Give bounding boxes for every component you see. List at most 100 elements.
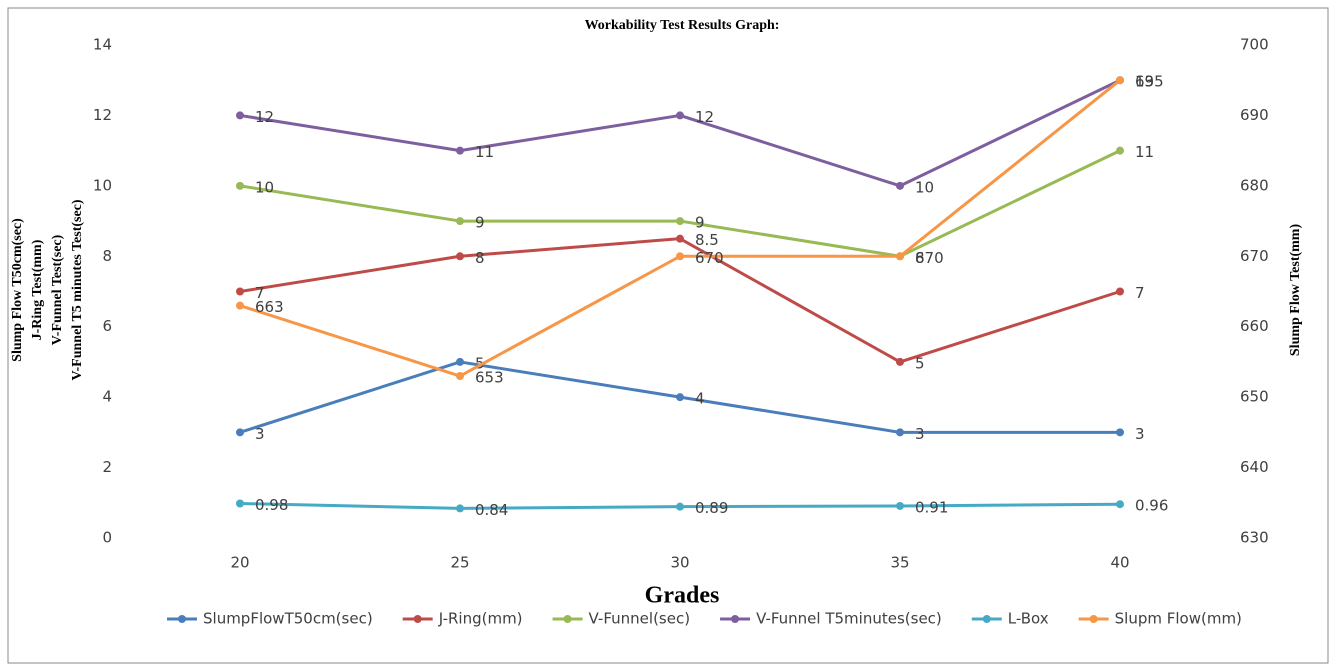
- data-label: 3: [1135, 425, 1145, 443]
- y-tick-label: 4: [102, 388, 112, 406]
- data-point: [456, 357, 464, 366]
- data-label: 7: [1135, 284, 1145, 302]
- data-label: 0.89: [695, 499, 728, 517]
- data-point: [896, 428, 904, 437]
- data-label: 11: [1135, 143, 1154, 161]
- data-label: 12: [255, 108, 274, 126]
- data-point: [236, 181, 244, 190]
- y2-tick-label: 660: [1240, 317, 1269, 335]
- y2-tick-label: 630: [1240, 529, 1269, 547]
- y2-tick-label: 670: [1240, 247, 1269, 265]
- y2-tick-label: 640: [1240, 458, 1269, 476]
- data-label: 670: [695, 249, 724, 267]
- y-tick-label: 0: [102, 529, 112, 547]
- y-tick-label: 14: [93, 36, 112, 54]
- data-point: [236, 287, 244, 296]
- y2-tick-label: 680: [1240, 176, 1269, 194]
- data-point: [1116, 500, 1124, 509]
- data-label: 12: [695, 108, 714, 126]
- data-label: 0.84: [475, 501, 508, 519]
- data-point: [896, 252, 904, 261]
- data-point: [1116, 76, 1124, 85]
- data-point: [896, 181, 904, 190]
- legend-marker: [731, 615, 740, 623]
- data-point: [236, 428, 244, 437]
- data-label: 8: [915, 249, 925, 267]
- data-label: 653: [475, 369, 504, 387]
- x-tick-label: 25: [450, 554, 469, 572]
- data-point: [236, 499, 244, 508]
- legend-marker: [413, 615, 422, 623]
- legend-marker: [982, 615, 991, 623]
- data-label: 13: [1135, 73, 1154, 91]
- data-label: 3: [915, 425, 925, 443]
- data-label: 663: [255, 298, 284, 316]
- chart-title: Workability Test Results Graph:: [585, 18, 780, 33]
- legend-marker: [178, 615, 186, 623]
- data-point: [236, 301, 244, 310]
- data-point: [676, 234, 684, 243]
- data-label: 695: [1135, 73, 1164, 91]
- y2-tick-label: 700: [1240, 36, 1269, 54]
- y-axis-title: Slump Flow T50cm(sec): [10, 218, 25, 362]
- data-point: [896, 501, 904, 510]
- data-label: 10: [255, 178, 274, 196]
- x-tick-label: 40: [1110, 554, 1129, 572]
- data-point: [456, 252, 464, 261]
- chart-border: [7, 7, 1329, 664]
- data-point: [456, 217, 464, 226]
- data-label: 11: [475, 143, 494, 161]
- legend-label: J-Ring(mm): [438, 610, 523, 628]
- data-label: 9: [695, 214, 705, 232]
- x-tick-label: 35: [890, 554, 909, 572]
- y2-axis-title: Slump Flow Test(mm): [1288, 224, 1303, 357]
- legend-marker: [563, 615, 572, 623]
- data-label: 10: [915, 178, 934, 196]
- data-point: [676, 111, 684, 120]
- data-point: [896, 357, 904, 366]
- data-point: [456, 372, 464, 381]
- legend-label: V-Funnel(sec): [589, 610, 691, 628]
- y-tick-label: 6: [102, 317, 112, 335]
- legend-label: SlumpFlowT50cm(sec): [203, 610, 373, 628]
- data-label: 9: [475, 214, 485, 232]
- x-tick-label: 20: [230, 554, 249, 572]
- y-tick-label: 10: [93, 176, 112, 194]
- data-point: [676, 217, 684, 226]
- data-point: [676, 393, 684, 402]
- legend-label: Slupm Flow(mm): [1115, 610, 1242, 628]
- data-label: 0.98: [255, 496, 288, 514]
- y-axis-title: V-Funnel Test(sec): [50, 234, 65, 345]
- data-point: [456, 146, 464, 155]
- data-point: [1116, 287, 1124, 296]
- data-label: 7: [255, 284, 265, 302]
- y-axis-title: V-Funnel T5 minutes Test(sec): [70, 199, 85, 380]
- data-label: 0.96: [1135, 497, 1168, 515]
- y-axis-title: J-Ring Test(mm): [30, 239, 45, 340]
- data-label: 3: [255, 425, 265, 443]
- data-label: 8: [475, 249, 485, 267]
- data-label: 5: [475, 354, 485, 372]
- legend-label: V-Funnel T5minutes(sec): [756, 610, 942, 628]
- data-point: [676, 252, 684, 261]
- y2-tick-label: 690: [1240, 106, 1269, 124]
- legend-label: L-Box: [1008, 610, 1049, 628]
- data-point: [1116, 146, 1124, 155]
- data-label: 8.5: [695, 231, 719, 249]
- data-point: [676, 502, 684, 511]
- y-tick-label: 2: [102, 458, 112, 476]
- data-label: 0.91: [915, 498, 948, 516]
- data-label: 670: [915, 249, 944, 267]
- y-tick-label: 8: [102, 247, 112, 265]
- data-label: 5: [915, 354, 925, 372]
- y2-tick-label: 650: [1240, 388, 1269, 406]
- y-tick-label: 12: [93, 106, 112, 124]
- data-point: [236, 111, 244, 120]
- x-tick-label: 30: [670, 554, 689, 572]
- data-label: 4: [695, 390, 705, 408]
- data-point: [1116, 428, 1124, 437]
- legend-marker: [1089, 615, 1098, 623]
- data-point: [456, 504, 464, 513]
- x-axis-title: Grades: [645, 583, 720, 609]
